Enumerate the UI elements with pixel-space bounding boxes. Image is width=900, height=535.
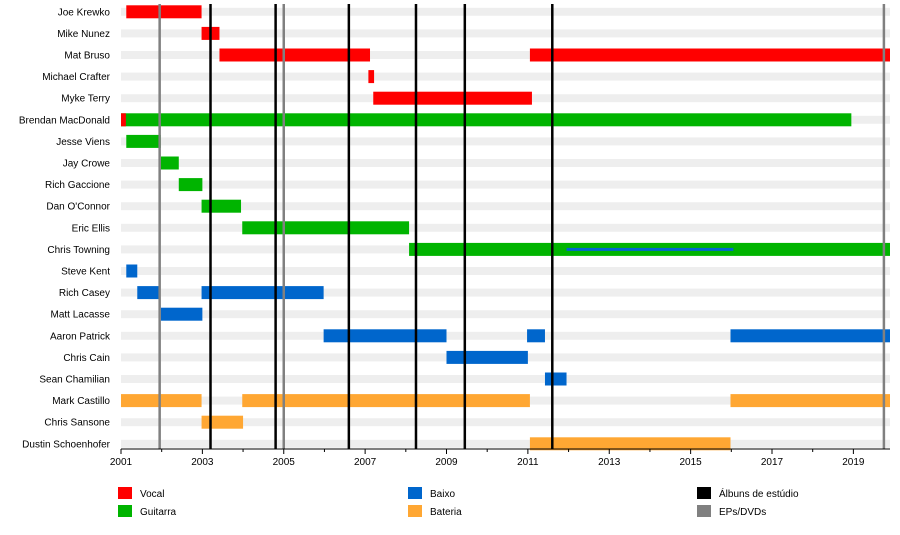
member-label: Rich Gaccione: [45, 180, 110, 191]
member-label: Brendan MacDonald: [19, 115, 110, 126]
member-label: Eric Ellis: [72, 223, 110, 234]
legend-label: Bateria: [430, 507, 462, 518]
legend-swatch-album_line: [697, 487, 711, 499]
member-bar-vocal: [121, 113, 126, 127]
x-axis: 2001 2003 2005 2007 2009 2011 2013 2015 2017 2019: [110, 448, 890, 468]
member-label: Dustin Schoenhofer: [22, 439, 111, 450]
x-tick-label: 2019: [842, 457, 865, 468]
x-tick-label: 2011: [517, 457, 539, 468]
row-stripe: [121, 267, 890, 275]
member-bar-guitarra: [126, 134, 161, 148]
row-stripe: [121, 310, 890, 319]
member-label: Chris Towning: [47, 245, 110, 256]
member-label: Joe Krewko: [58, 7, 111, 18]
legend-swatch-guitarra: [118, 505, 132, 517]
member-bar-guitarra: [160, 156, 179, 170]
member-bar-vocal: [126, 5, 202, 19]
member-bar-guitarra: [121, 113, 852, 127]
x-tick-label: 2001: [110, 457, 133, 468]
member-bar-baixo: [137, 286, 160, 300]
member-bar-baixo: [323, 329, 447, 343]
member-label: Jesse Viens: [56, 137, 110, 148]
legend-label: Guitarra: [140, 507, 177, 518]
row-stripe: [121, 51, 890, 59]
x-tick-label: 2009: [435, 457, 458, 468]
legend: Vocal Guitarra Baixo Bateria Álbuns de estúd…: [118, 487, 799, 518]
member-bar-baixo: [544, 372, 567, 386]
member-labels: Joe Krewko Mike Nunez Mat Bruso Michael Cra…: [19, 7, 111, 450]
member-bar-bateria: [201, 415, 244, 429]
row-stripes: [121, 7, 890, 448]
member-label: Dan O'Connor: [46, 202, 110, 213]
x-tick-label: 2003: [191, 457, 214, 468]
legend-label: Baixo: [430, 489, 455, 500]
legend-swatch-baixo: [408, 487, 422, 499]
legend-label: EPs/DVDs: [719, 507, 766, 518]
member-label: Mat Bruso: [64, 51, 110, 62]
x-tick-label: 2005: [273, 457, 296, 468]
row-stripe: [121, 418, 890, 427]
row-stripe: [121, 29, 890, 38]
x-tick-label: 2007: [354, 457, 377, 468]
member-bar-guitarra: [201, 199, 242, 213]
x-tick-label: 2017: [761, 457, 784, 468]
row-stripe: [121, 223, 890, 232]
row-stripe: [121, 180, 890, 189]
member-bar-guitarra: [242, 221, 410, 235]
member-label: Mark Castillo: [52, 396, 110, 407]
legend-label: Vocal: [140, 489, 164, 500]
member-bar-bateria: [121, 394, 202, 408]
member-bar-bateria: [730, 394, 890, 408]
row-stripe: [121, 159, 890, 167]
member-bar-baixo: [566, 247, 734, 251]
member-label: Myke Terry: [61, 94, 110, 105]
member-bar-baixo: [730, 329, 890, 343]
row-stripe: [121, 439, 890, 448]
row-stripe: [121, 202, 890, 211]
member-bar-baixo: [160, 307, 203, 321]
member-label: Chris Cain: [63, 353, 110, 364]
row-stripe: [121, 137, 890, 146]
member-bar-baixo: [527, 329, 545, 343]
member-bar-vocal: [368, 70, 375, 84]
legend-swatch-vocal: [118, 487, 132, 499]
member-bar-baixo: [126, 264, 138, 278]
member-label: Michael Crafter: [42, 72, 110, 83]
row-stripe: [121, 331, 890, 340]
member-label: Matt Lacasse: [51, 310, 111, 321]
member-label: Chris Sansone: [44, 418, 110, 429]
row-stripe: [121, 375, 890, 383]
legend-swatch-bateria: [408, 505, 422, 517]
member-label: Aaron Patrick: [50, 331, 111, 342]
member-bar-baixo: [201, 286, 324, 300]
x-tick-label: 2015: [680, 457, 703, 468]
member-label: Rich Casey: [59, 288, 110, 299]
row-stripe: [121, 288, 890, 297]
legend-label: Álbuns de estúdio: [719, 487, 799, 500]
member-bar-guitarra: [178, 178, 203, 192]
member-bar-baixo: [446, 350, 528, 364]
member-bar-vocal: [373, 91, 532, 105]
member-label: Jay Crowe: [63, 159, 111, 170]
member-bar-bateria: [529, 437, 731, 451]
member-label: Mike Nunez: [57, 29, 110, 40]
member-label: Steve Kent: [61, 267, 110, 278]
release-lines: [158, 4, 886, 449]
member-label: Sean Chamilian: [39, 375, 110, 386]
member-bar-vocal: [219, 48, 371, 62]
legend-swatch-ep_line: [697, 505, 711, 517]
row-stripe: [121, 72, 890, 81]
member-bar-vocal: [529, 48, 890, 62]
x-tick-label: 2013: [598, 457, 621, 468]
row-stripe: [121, 7, 890, 16]
member-bar-bateria: [242, 394, 530, 408]
